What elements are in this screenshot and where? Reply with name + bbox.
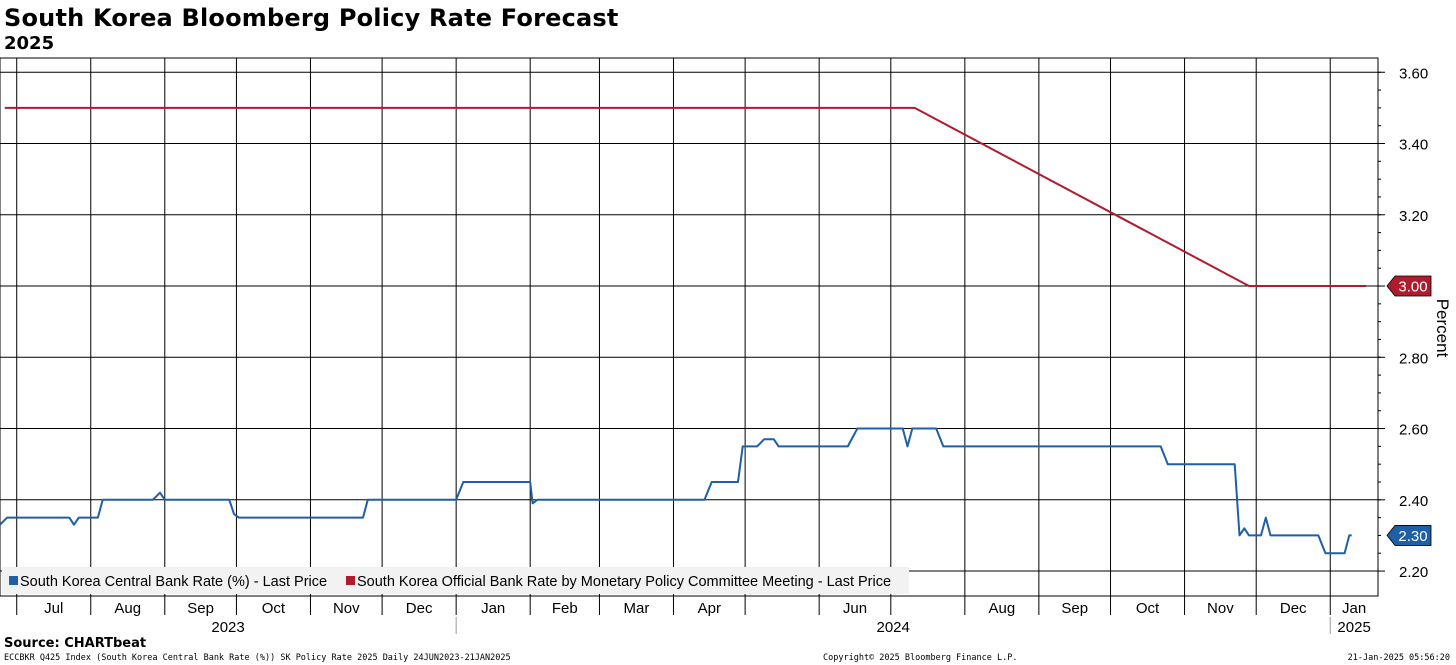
x-tick-label: Sep [1061,600,1088,617]
footer-index-info: ECCBKR Q425 Index (South Korea Central B… [4,653,511,663]
x-tick-label: Jul [44,600,63,617]
x-tick-label: Nov [333,600,360,617]
footer-copyright: Copyright© 2025 Bloomberg Finance L.P. [823,653,1018,663]
y-tick-label: 3.40 [1399,137,1428,154]
last-value-label-2: 3.00 [1398,279,1427,296]
x-tick-label: Nov [1207,600,1234,617]
x-tick-label: Dec [406,600,433,617]
y-tick-label: 2.80 [1399,350,1428,367]
y-tick-label: 3.20 [1399,208,1428,225]
x-tick-label: Dec [1280,600,1307,617]
last-value-tag-2 [1386,275,1432,297]
x-tick-label: Oct [262,600,286,617]
x-tick-label: Feb [552,600,578,617]
x-tick-label: Aug [114,600,141,617]
last-value-label-1: 2.30 [1398,528,1427,545]
y-axis-label: Percent [1433,299,1452,358]
y-tick-label: 2.40 [1399,493,1428,510]
series-line-2 [4,106,1367,287]
chart-title: South Korea Bloomberg Policy Rate Foreca… [4,4,619,32]
footer-timestamp: 21-Jan-2025 05:56:20 [1347,653,1450,663]
x-tick-label: Apr [698,600,721,617]
chart-subtitle: 2025 [4,33,55,54]
series-line-1 [0,427,1352,555]
legend-label-2: South Korea Official Bank Rate by Moneta… [357,574,891,590]
x-tick-label: Aug [989,600,1016,617]
legend-swatch-2 [346,576,355,585]
plot-area [0,57,1379,597]
legend-label-1: South Korea Central Bank Rate (%) - Last… [20,574,327,590]
last-value-tag-1 [1386,525,1432,546]
source-note: Source: CHARTbeat [4,636,147,651]
x-year-label: 2023 [211,619,244,636]
x-tick-label: Jun [843,600,867,617]
y-tick-label: 2.60 [1399,422,1428,439]
y-tick-label: 2.20 [1399,564,1428,581]
legend-swatch-1 [9,576,18,585]
x-tick-label: Oct [1136,600,1160,617]
x-tick-label: Sep [187,600,214,617]
y-tick-label: 3.60 [1399,65,1428,82]
x-year-label: 2024 [877,619,910,636]
x-tick-label: Jan [481,600,505,617]
x-tick-label: Jan [1342,600,1366,617]
legend-box [2,567,909,594]
x-tick-label: Mar [624,600,650,617]
x-year-label: 2025 [1337,619,1370,636]
